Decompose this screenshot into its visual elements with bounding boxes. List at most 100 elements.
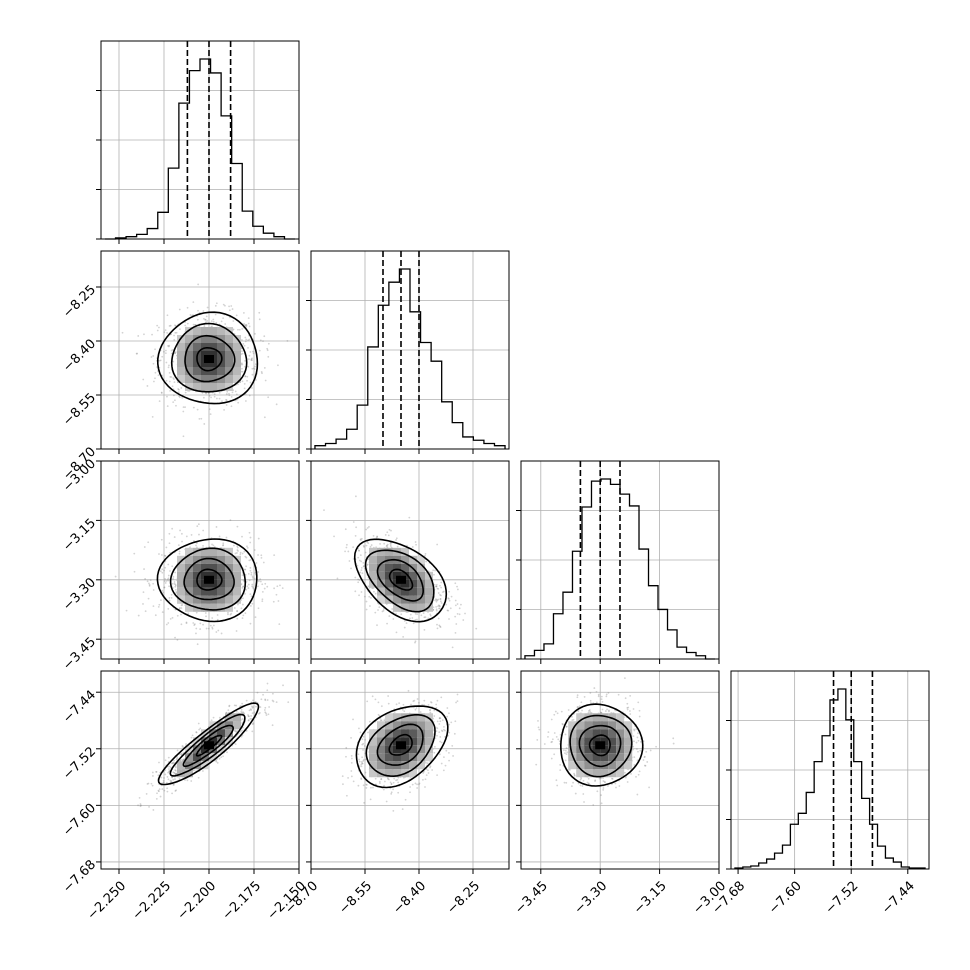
sample-point — [170, 780, 173, 783]
sample-point — [247, 346, 249, 349]
sample-point — [251, 583, 254, 586]
sample-point — [211, 543, 213, 546]
sample-point — [261, 590, 264, 593]
sample-point — [424, 761, 427, 764]
density-cell — [209, 375, 217, 383]
sample-point — [173, 381, 176, 384]
sample-point — [192, 622, 195, 624]
sample-point — [391, 608, 394, 610]
sample-point — [195, 632, 197, 635]
sample-point — [414, 708, 417, 711]
sample-point — [225, 404, 228, 406]
sample-point — [169, 570, 171, 572]
density-cell — [193, 761, 201, 770]
sample-point — [248, 709, 251, 712]
sample-point — [456, 588, 459, 591]
sample-point — [433, 583, 436, 586]
sample-point — [215, 526, 218, 528]
sample-point — [230, 305, 233, 307]
density-cell — [417, 713, 425, 722]
sample-point — [178, 606, 181, 609]
sample-point — [404, 798, 407, 801]
sample-point — [383, 784, 385, 787]
sample-point — [241, 617, 244, 620]
sample-point — [149, 579, 152, 582]
density-cell — [417, 603, 425, 612]
sample-point — [240, 708, 243, 711]
sample-point — [211, 617, 214, 619]
sample-point — [147, 597, 150, 600]
sample-point — [345, 794, 348, 797]
density-cell — [217, 595, 225, 604]
sample-point — [436, 599, 439, 602]
sample-point — [221, 400, 223, 402]
sample-point — [427, 772, 430, 774]
density-cell — [225, 547, 233, 556]
sample-point — [137, 614, 140, 617]
sample-point — [395, 539, 397, 541]
sample-point — [421, 703, 424, 706]
sample-point — [247, 358, 250, 361]
sample-point — [372, 534, 375, 537]
sample-point — [416, 698, 419, 700]
sample-point — [258, 318, 261, 321]
sample-point — [256, 585, 259, 588]
density-cell — [409, 737, 417, 746]
y-tick-label: −3.30 — [60, 575, 99, 614]
sample-point — [432, 569, 435, 572]
sample-point — [390, 529, 392, 532]
sample-point — [455, 623, 458, 625]
sample-point — [174, 790, 177, 792]
sample-point — [448, 590, 451, 593]
density-cell — [193, 745, 201, 754]
density-cell — [401, 555, 409, 564]
sample-point — [439, 736, 442, 738]
sample-point — [236, 525, 239, 528]
sample-point — [193, 769, 196, 772]
sample-point — [152, 582, 155, 585]
sample-point — [166, 776, 169, 778]
panel-frame — [310, 460, 510, 660]
y-tick-label: −8.55 — [60, 390, 99, 429]
x-tick-label: −8.25 — [444, 879, 483, 918]
sample-point — [199, 628, 202, 630]
density-cell — [177, 761, 185, 770]
sample-point — [170, 593, 173, 596]
sample-point — [431, 769, 434, 771]
density-cell — [217, 587, 225, 596]
sample-point — [440, 602, 443, 604]
sample-point — [180, 752, 183, 755]
sample-point — [380, 719, 383, 722]
sample-point — [192, 323, 195, 326]
sample-point — [218, 535, 221, 538]
panel-frame — [100, 250, 300, 450]
sample-point — [377, 701, 380, 704]
sample-point — [422, 612, 425, 615]
sample-point — [358, 727, 360, 730]
sample-point — [233, 730, 236, 732]
sample-point — [168, 770, 170, 773]
sample-point — [373, 590, 375, 593]
sample-point — [446, 715, 449, 718]
sample-point — [437, 617, 440, 620]
sample-point — [249, 566, 252, 569]
sample-point — [241, 380, 244, 383]
sample-point — [392, 788, 395, 791]
sample-point — [162, 779, 165, 782]
sample-point — [360, 765, 363, 768]
sample-point — [237, 401, 240, 404]
sample-point — [433, 751, 436, 754]
sample-point — [347, 777, 349, 779]
sample-point — [245, 699, 248, 702]
sample-point — [450, 721, 453, 724]
sample-point — [443, 725, 445, 728]
sample-point — [355, 526, 358, 529]
density-cell — [233, 579, 241, 588]
sample-point — [447, 597, 450, 600]
sample-point — [350, 757, 353, 760]
sample-point — [448, 712, 450, 715]
sample-point — [196, 643, 199, 646]
sample-point — [192, 301, 195, 304]
density-cell — [377, 579, 385, 588]
sample-point — [220, 632, 223, 635]
